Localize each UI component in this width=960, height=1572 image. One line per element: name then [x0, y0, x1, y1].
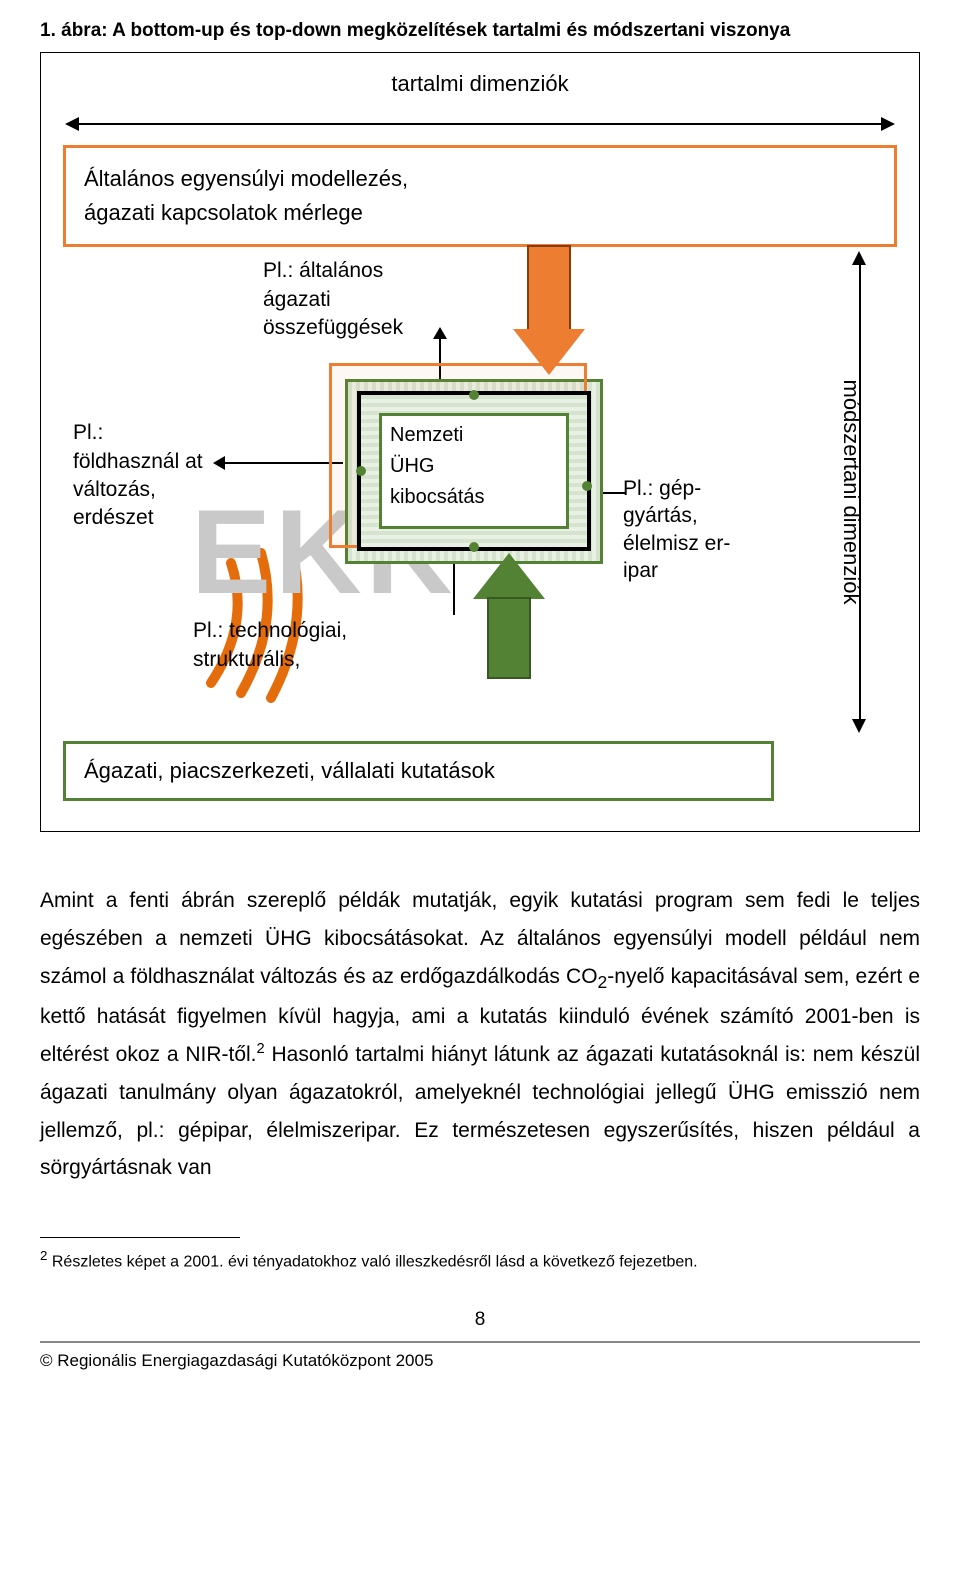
label-bottom-small: Pl.: technológiai, strukturális,	[193, 617, 403, 674]
footnote-ref: 2	[257, 1041, 265, 1057]
footnote-rule	[40, 1237, 240, 1238]
center-line2: ÜHG	[390, 455, 434, 477]
diagram-frame: tartalmi dimenziók EKK Általános egyensú…	[40, 52, 920, 832]
label-right: Pl.: gép- gyártás, élelmisz er-ipar	[623, 475, 743, 584]
center-line3: kibocsátás	[390, 486, 485, 508]
big-arrow-up-icon	[473, 553, 545, 681]
label-top-small: Pl.: általános ágazati összefüggések	[263, 257, 443, 342]
center-nested-boxes: Nemzeti ÜHG kibocsátás	[343, 377, 613, 577]
footnote-text: Részletes képet a 2001. évi tényadatokho…	[47, 1254, 697, 1271]
label-left: Pl.: földhasznál at változás, erdészet	[73, 419, 213, 532]
vertical-double-arrow: módszertani dimenziók	[809, 253, 909, 731]
center-line1: Nemzeti	[390, 424, 463, 446]
footer-copyright: © Regionális Energiagazdasági Kutatóközp…	[40, 1341, 920, 1371]
bottom-green-box: Ágazati, piacszerkezeti, vállalati kutat…	[63, 741, 774, 801]
top-dimension-label: tartalmi dimenziók	[63, 71, 897, 97]
connector-left	[225, 462, 343, 464]
top-orange-box: Általános egyensúlyi modellezés, ágazati…	[63, 145, 897, 247]
top-box-line2: ágazati kapcsolatok mérlege	[84, 200, 363, 225]
horizontal-double-arrow	[69, 117, 891, 131]
big-arrow-down-icon	[513, 245, 585, 375]
figure-title: 1. ábra: A bottom-up és top-down megköze…	[40, 20, 920, 42]
body-paragraph: Amint a fenti ábrán szereplő példák muta…	[40, 882, 920, 1187]
top-box-line1: Általános egyensúlyi modellezés,	[84, 166, 408, 191]
footnote: 2 Részletes képet a 2001. évi tényadatok…	[40, 1246, 920, 1274]
center-label-box: Nemzeti ÜHG kibocsátás	[379, 413, 569, 529]
co2-subscript: 2	[598, 972, 608, 992]
page-number: 8	[40, 1309, 920, 1331]
mid-area: Pl.: általános ágazati összefüggések Pl.…	[63, 247, 897, 677]
